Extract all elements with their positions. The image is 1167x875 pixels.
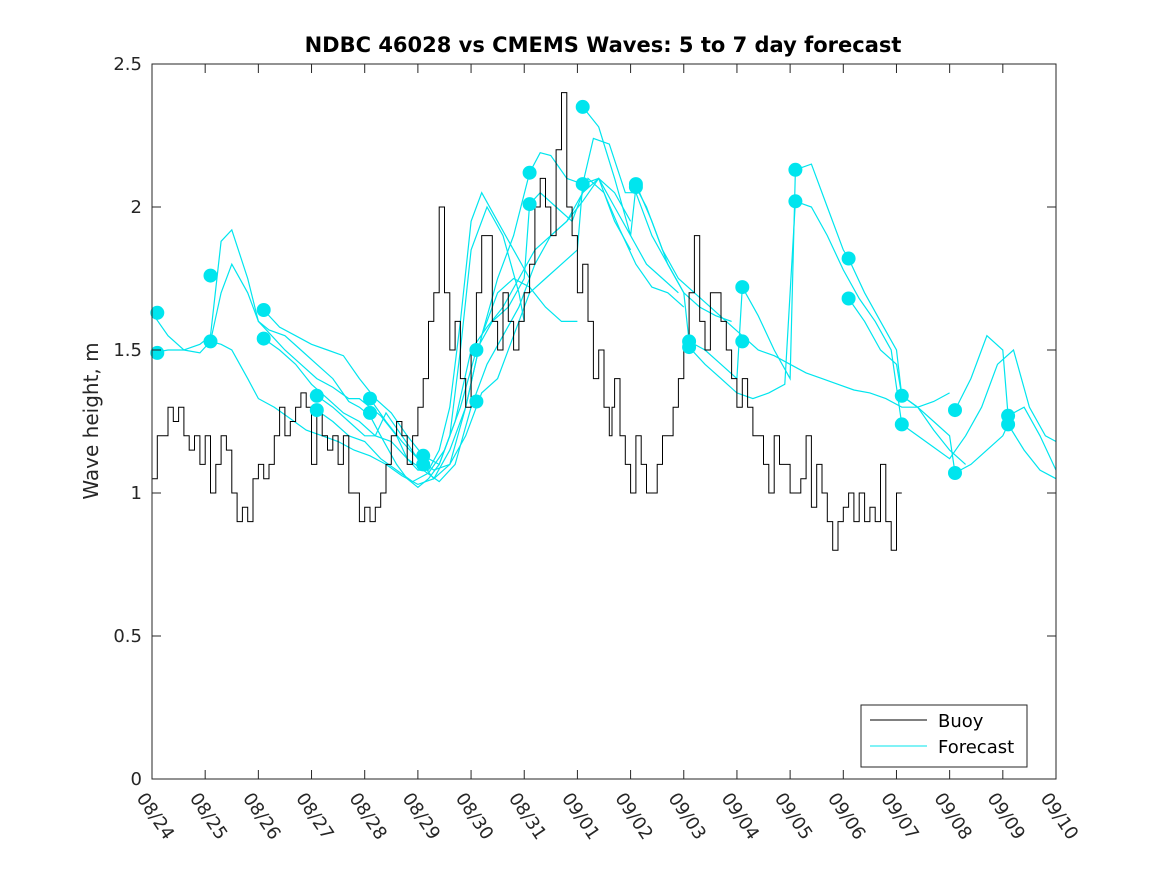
forecast-start-marker — [628, 180, 643, 194]
forecast-line-11 — [688, 200, 1057, 460]
forecast-start-marker — [363, 391, 377, 406]
forecast-start-marker — [522, 197, 537, 212]
forecast-start-marker — [469, 343, 484, 357]
legend-forecast-label: Forecast — [938, 737, 1014, 758]
forecast-start-marker — [575, 99, 590, 114]
y-tick-label: 2 — [131, 197, 142, 218]
forecast-start-marker — [948, 403, 962, 418]
legend: Buoy Forecast — [860, 704, 1028, 768]
plot-frame — [151, 63, 1057, 780]
forecast-start-marker — [256, 303, 271, 317]
forecast-start-marker — [788, 194, 803, 209]
forecast-start-marker — [416, 457, 431, 472]
forecast-start-marker — [363, 405, 377, 420]
forecast-start-marker — [735, 280, 750, 295]
forecast-start-marker — [203, 268, 218, 283]
forecast-start-marker — [894, 388, 909, 403]
legend-buoy-label: Buoy — [938, 711, 984, 732]
y-tick-label: 0 — [131, 769, 142, 790]
chart-title: NDBC 46028 vs CMEMS Waves: 5 to 7 day fo… — [305, 33, 902, 57]
buoy-series-group — [152, 92, 902, 551]
forecast-start-marker — [150, 345, 165, 360]
buoy-line — [152, 92, 902, 551]
forecast-start-marker — [575, 177, 590, 192]
y-tick-label: 1.5 — [113, 340, 142, 361]
forecast-line-12 — [848, 298, 1057, 480]
y-axis-label: Wave height, m — [79, 342, 103, 499]
y-tick-label: 1 — [131, 483, 142, 504]
y-tick-label: 2.5 — [113, 54, 142, 75]
forecast-start-marker — [309, 388, 324, 403]
forecast-line-1 — [151, 205, 525, 489]
forecast-line-13 — [954, 334, 1057, 471]
forecast-marker-group — [150, 99, 1016, 480]
forecast-start-marker — [948, 466, 962, 480]
forecast-start-marker — [150, 305, 165, 320]
forecast-start-marker — [256, 331, 271, 346]
y-axis-ticks: 0 0.5 1 1.5 2 2.5 — [113, 54, 1056, 790]
y-tick-label: 0.5 — [113, 626, 142, 647]
forecast-start-marker — [309, 403, 324, 418]
forecast-line-6 — [316, 151, 679, 480]
forecast-start-marker — [735, 334, 750, 349]
forecast-start-marker — [203, 334, 218, 349]
legend-box — [860, 704, 1028, 768]
forecast-line-2 — [151, 191, 531, 471]
forecast-start-marker — [522, 165, 537, 180]
forecast-start-marker — [469, 394, 484, 409]
forecast-line-5 — [263, 177, 632, 483]
forecast-start-marker — [682, 340, 697, 355]
forecast-start-marker — [894, 417, 909, 432]
plot-background — [152, 64, 1056, 779]
forecast-start-marker — [1001, 417, 1016, 432]
forecast-start-marker — [841, 251, 856, 266]
forecast-start-marker — [788, 162, 803, 177]
forecast-start-marker — [841, 291, 856, 306]
